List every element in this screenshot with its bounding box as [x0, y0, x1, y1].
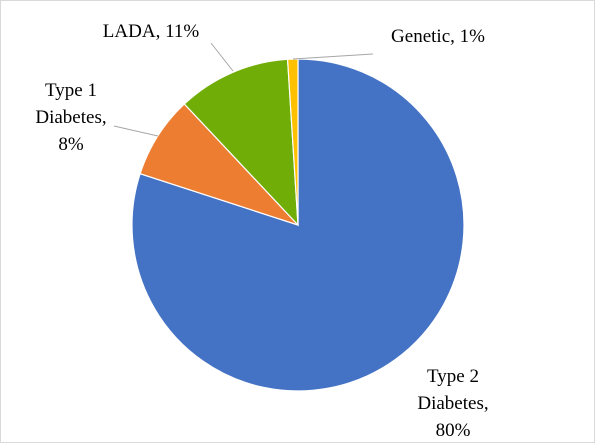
pie-slice-lada — [183, 58, 299, 227]
leader-line-lada — [210, 42, 234, 72]
slices-layer — [131, 58, 465, 392]
leader-line-type-1-diabetes — [113, 125, 159, 137]
data-label-lada: LADA, 11% — [103, 21, 200, 42]
data-label-line: LADA, 11% — [103, 21, 200, 42]
leader-line-genetic — [292, 53, 374, 60]
data-label-genetic: Genetic, 1% — [391, 26, 485, 47]
data-label-line: 8% — [58, 134, 84, 155]
data-label-line: Genetic, 1% — [391, 26, 485, 47]
data-label-type-1-diabetes: Type 1 Diabetes, 8% — [35, 80, 106, 155]
data-label-line: Type 2 — [427, 366, 479, 387]
data-labels-layer: Type 2 Diabetes, 80% Type 1 Diabetes, 8% LADA,… — [35, 21, 488, 441]
data-label-type-2-diabetes: Type 2 Diabetes, 80% — [417, 366, 488, 441]
data-label-line: Diabetes, — [417, 393, 488, 414]
data-label-line: 80% — [436, 420, 471, 441]
data-label-line: Diabetes, — [35, 107, 106, 128]
leader-lines-layer — [113, 42, 374, 137]
pie-slice-type-2-diabetes — [131, 58, 465, 392]
data-label-line: Type 1 — [45, 80, 97, 101]
